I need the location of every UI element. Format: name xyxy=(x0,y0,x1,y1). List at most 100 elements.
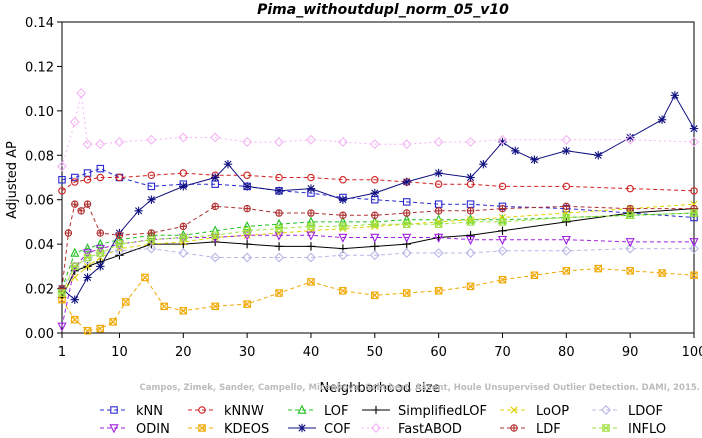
legend-label: LDOF xyxy=(628,404,663,419)
data-point-knn xyxy=(96,164,105,173)
data-point-ldof xyxy=(305,252,316,263)
data-point-fastabod xyxy=(178,132,189,143)
y-tick-label: 0.12 xyxy=(25,60,54,75)
data-point-ldof xyxy=(625,243,636,254)
data-point-kdeos xyxy=(530,271,539,279)
y-axis-label: Adjusted AP xyxy=(5,141,20,219)
data-point-lof xyxy=(338,216,348,226)
series-line-knnw xyxy=(61,172,695,192)
data-point-kdeos xyxy=(307,278,315,286)
x-tick-label: 1 xyxy=(58,345,66,360)
data-point-cof xyxy=(274,186,284,196)
data-point-cof xyxy=(479,159,488,169)
data-point-simplifiedlof xyxy=(498,226,507,236)
data-point-inflo xyxy=(58,289,66,297)
data-point-kdeos xyxy=(122,298,130,306)
data-point-ldf xyxy=(402,209,411,217)
data-point-lof xyxy=(146,229,156,240)
data-point-cof xyxy=(306,184,316,193)
data-point-cof xyxy=(657,115,667,124)
data-point-cof xyxy=(96,262,105,271)
x-tick-label: 80 xyxy=(558,345,575,360)
data-point-kdeos xyxy=(71,315,79,324)
data-point-cof xyxy=(134,206,143,216)
chart-title: Pima_withoutdupl_norm_05_v10 xyxy=(257,2,509,18)
data-point-kdeos xyxy=(160,302,168,311)
data-point-ldf xyxy=(211,202,219,211)
data-point-cof xyxy=(147,195,156,204)
data-point-kdeos xyxy=(402,289,411,297)
data-point-kdeos xyxy=(562,267,571,275)
legend-label: ODIN xyxy=(136,422,170,434)
data-point-lof xyxy=(70,247,80,257)
legend-label: COF xyxy=(324,422,351,434)
data-point-ldf xyxy=(147,229,156,237)
plot-frame xyxy=(61,21,695,334)
data-point-fastabod xyxy=(242,136,253,147)
data-point-fastabod xyxy=(369,139,380,150)
data-point-ldf xyxy=(434,207,443,215)
legend-item-ldf: LDF xyxy=(500,422,561,437)
data-point-cof xyxy=(511,146,520,156)
data-point-inflo xyxy=(339,222,347,231)
data-point-ldof xyxy=(337,250,348,261)
legend-item-fastabod: FastABOD xyxy=(362,422,462,437)
data-point-cof xyxy=(370,188,380,198)
series-line-inflo xyxy=(61,212,695,294)
data-point-odin xyxy=(95,244,105,255)
data-point-lof xyxy=(434,214,444,224)
data-point-ldof xyxy=(401,248,412,259)
legend-item-inflo: INFLO xyxy=(592,422,666,437)
data-point-ldof xyxy=(114,245,125,256)
x-tick-label: 30 xyxy=(239,345,256,360)
data-point-knnw xyxy=(339,175,347,184)
data-point-knnw xyxy=(275,173,283,182)
data-point-inflo xyxy=(275,224,283,233)
y-tick-label: 0.04 xyxy=(25,238,54,253)
data-point-fastabod xyxy=(146,134,157,145)
series-line-kdeos xyxy=(61,268,695,332)
legend-marker xyxy=(371,423,381,433)
data-point-inflo xyxy=(71,262,79,271)
data-point-knn xyxy=(58,175,66,184)
data-point-odin xyxy=(370,233,380,243)
data-point-simplifiedlof xyxy=(370,242,380,251)
data-point-lof xyxy=(95,238,105,248)
data-point-fastabod xyxy=(57,161,67,172)
data-point-inflo xyxy=(307,222,315,231)
data-point-fastabod xyxy=(95,139,106,150)
data-point-odin xyxy=(689,238,699,248)
series-line-lof xyxy=(61,212,695,289)
data-point-kdeos xyxy=(339,287,347,295)
data-point-fastabod xyxy=(401,139,412,150)
data-point-inflo xyxy=(466,218,475,226)
legend-label: kNNW xyxy=(224,404,264,419)
data-point-cof xyxy=(223,159,233,169)
data-point-ldf xyxy=(179,222,188,231)
data-point-cof xyxy=(689,124,699,133)
x-tick-label: 10 xyxy=(111,345,128,360)
data-point-inflo xyxy=(115,240,124,248)
data-point-cof xyxy=(434,168,443,178)
data-point-inflo xyxy=(147,235,156,244)
data-point-odin xyxy=(57,322,67,332)
data-point-ldf xyxy=(58,284,66,293)
data-point-odin xyxy=(625,238,635,248)
legend-item-cof: COF xyxy=(288,422,351,437)
data-point-cof xyxy=(242,182,252,191)
data-point-ldof xyxy=(369,250,380,261)
legend-label: INFLO xyxy=(628,422,666,434)
data-point-fastabod xyxy=(689,136,699,147)
data-point-knnw xyxy=(243,171,251,180)
data-point-ldof xyxy=(433,248,444,259)
data-point-knn xyxy=(147,182,156,191)
data-point-lof xyxy=(306,216,316,226)
data-point-inflo xyxy=(626,211,634,220)
x-axis-label: Neighborhood size xyxy=(320,381,441,396)
data-point-ldof xyxy=(274,252,285,263)
data-point-kdeos xyxy=(141,273,149,282)
data-point-kdeos xyxy=(275,289,283,297)
data-point-kdeos xyxy=(466,282,475,291)
data-point-cof xyxy=(530,155,539,164)
